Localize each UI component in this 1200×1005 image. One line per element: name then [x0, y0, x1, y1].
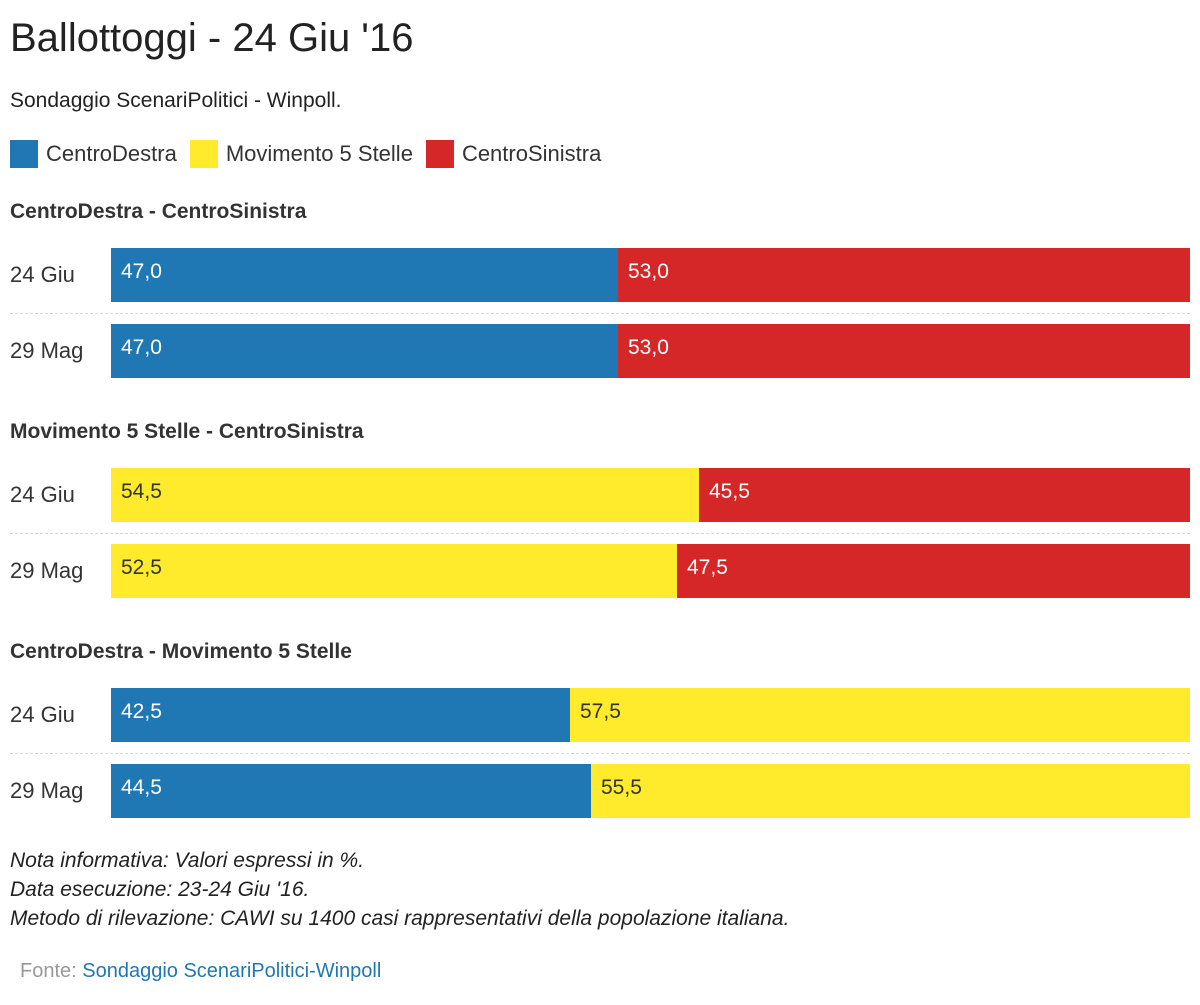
bar-value-label: 47,0 — [121, 336, 162, 359]
bar-value-label: 55,5 — [601, 776, 642, 799]
row-label-29-mag: 29 Mag — [10, 778, 84, 803]
bar-value-label: 42,5 — [121, 700, 162, 723]
note-date: Data esecuzione: 23-24 Giu '16. — [10, 878, 310, 901]
bar-value-label: 52,5 — [121, 556, 162, 579]
chart-subtitle: Sondaggio ScenariPolitici - Winpoll. — [10, 89, 342, 112]
legend-item-centrosinistra: CentroSinistra — [425, 140, 602, 168]
row-label-29-mag: 29 Mag — [10, 558, 84, 583]
panel-title-centrodestra-movimento-5-stelle: CentroDestra - Movimento 5 Stelle — [10, 640, 352, 663]
bar-centrosinistra: 53,0 — [618, 248, 1190, 302]
bar-movimento-5-stelle: 55,5 — [591, 764, 1190, 818]
legend-label-centrosinistra: CentroSinistra — [461, 141, 602, 166]
panel-title-movimento-5-stelle-centrosinistra: Movimento 5 Stelle - CentroSinistra — [10, 420, 364, 443]
source-link[interactable]: Sondaggio ScenariPolitici-Winpoll — [82, 960, 382, 982]
legend-item-movimento-5-stelle: Movimento 5 Stelle — [189, 140, 413, 168]
row-label-24-giu: 24 Giu — [10, 482, 75, 507]
row-label-29-mag: 29 Mag — [10, 338, 84, 363]
chart-panels: CentroDestra - CentroSinistra 24 Giu 47,0 5… — [10, 200, 1190, 818]
note-info: Nota informativa: Valori espressi in %. — [10, 849, 365, 872]
bar-value-label: 44,5 — [121, 776, 162, 799]
bar-centrosinistra: 45,5 — [699, 468, 1190, 522]
legend-label-movimento-5-stelle: Movimento 5 Stelle — [225, 141, 413, 166]
row-label-24-giu: 24 Giu — [10, 262, 75, 287]
row-label-24-giu: 24 Giu — [10, 702, 75, 727]
bar-value-label: 53,0 — [628, 336, 669, 359]
bar-value-label: 53,0 — [628, 260, 669, 283]
bar-centrodestra: 47,0 — [111, 248, 618, 302]
bar-value-label: 47,5 — [687, 556, 728, 579]
row-divider — [10, 753, 1190, 754]
chart-title: Ballottoggi - 24 Giu '16 — [10, 16, 414, 60]
bar-centrodestra: 47,0 — [111, 324, 618, 378]
bar-value-label: 57,5 — [580, 700, 621, 723]
notes: Nota informativa: Valori espressi in %. … — [10, 846, 789, 933]
legend-swatch-centrosinistra — [425, 140, 454, 168]
source-line: Fonte: Sondaggio ScenariPolitici-Winpoll — [20, 958, 381, 984]
bar-movimento-5-stelle: 57,5 — [570, 688, 1190, 742]
row-divider — [10, 533, 1190, 534]
bar-centrosinistra: 47,5 — [677, 544, 1190, 598]
panel-title-centrodestra-centrosinistra: CentroDestra - CentroSinistra — [10, 200, 307, 223]
note-method: Metodo di rilevazione: CAWI su 1400 casi… — [10, 907, 790, 930]
row-divider — [10, 313, 1190, 314]
bar-movimento-5-stelle: 52,5 — [111, 544, 677, 598]
bar-value-label: 54,5 — [121, 480, 162, 503]
legend-item-centrodestra: CentroDestra — [10, 140, 177, 168]
bar-centrosinistra: 53,0 — [618, 324, 1190, 378]
bar-centrodestra: 44,5 — [111, 764, 591, 818]
bar-centrodestra: 42,5 — [111, 688, 570, 742]
legend: CentroDestra Movimento 5 Stelle CentroSi… — [10, 139, 614, 169]
legend-swatch-movimento-5-stelle — [189, 140, 218, 168]
legend-swatch-centrodestra — [10, 140, 38, 168]
bar-value-label: 45,5 — [709, 480, 750, 503]
source-prefix: Fonte: — [20, 960, 77, 982]
bar-value-label: 47,0 — [121, 260, 162, 283]
legend-label-centrodestra: CentroDestra — [46, 141, 177, 166]
bar-movimento-5-stelle: 54,5 — [111, 468, 699, 522]
